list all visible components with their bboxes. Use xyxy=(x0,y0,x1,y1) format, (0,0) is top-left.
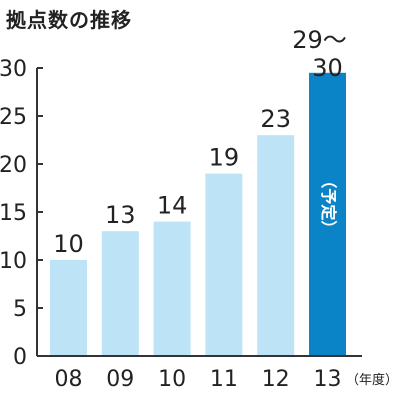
bar xyxy=(153,221,191,356)
y-tick-label: 20 xyxy=(0,153,27,178)
x-tick-label: 10 xyxy=(158,367,186,392)
x-unit-label: （年度） xyxy=(346,372,398,388)
data-label: 10 xyxy=(53,230,84,258)
bar xyxy=(101,231,139,356)
bar xyxy=(50,260,87,356)
y-axis: 0 5 10 15 20 25 30 xyxy=(0,57,43,370)
y-tick-label: 30 xyxy=(0,57,27,82)
x-tick-label: 11 xyxy=(210,367,238,392)
y-tick-label: 25 xyxy=(0,105,27,130)
x-tick-label: 08 xyxy=(55,367,83,392)
x-tick-label: 13 xyxy=(314,367,342,392)
value-labels: 10 13 14 19 23 29〜30 （予定） xyxy=(53,26,347,258)
y-tick-label: 10 xyxy=(0,249,27,274)
data-label: 23 xyxy=(260,105,291,133)
y-tick-label: 5 xyxy=(13,297,27,322)
data-label: 14 xyxy=(157,192,188,220)
x-tick-label: 12 xyxy=(262,367,290,392)
bar xyxy=(205,173,243,356)
bar xyxy=(257,135,295,356)
bars xyxy=(50,72,346,357)
data-label: 13 xyxy=(105,201,136,229)
chart-title: 拠点数の推移 xyxy=(6,8,132,32)
x-tick-label: 09 xyxy=(106,367,134,392)
y-tick-label: 0 xyxy=(13,345,27,370)
x-axis: 08 09 10 11 12 13 （年度） xyxy=(37,355,398,392)
bar xyxy=(309,72,346,357)
data-label: 29〜 xyxy=(292,26,347,54)
y-tick-label: 15 xyxy=(0,201,27,226)
data-label: 30 xyxy=(312,54,343,82)
bar-note: （予定） xyxy=(319,172,338,236)
data-label: 19 xyxy=(209,144,240,172)
